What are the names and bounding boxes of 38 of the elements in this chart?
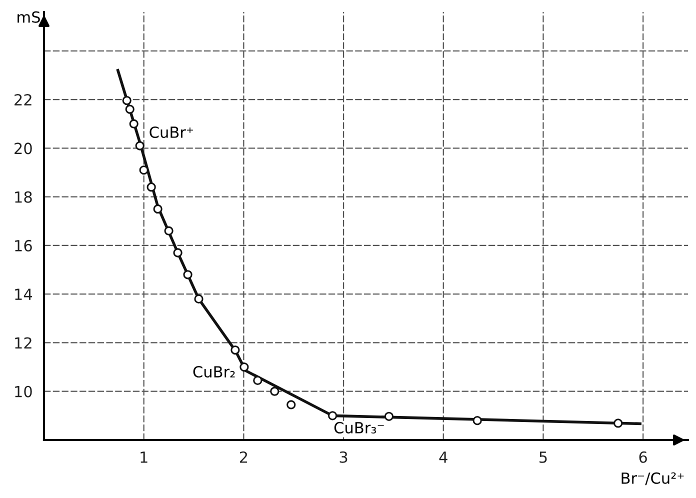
y-tick-label: 14 bbox=[15, 288, 32, 300]
point bbox=[153, 204, 162, 214]
y-tick-label: 18 bbox=[15, 191, 32, 203]
annotation: CuBr₂ bbox=[193, 366, 235, 378]
point bbox=[253, 376, 262, 385]
annotation: CuBr₃⁻ bbox=[334, 422, 384, 434]
x-tick-label: 1 bbox=[140, 452, 148, 463]
y-axis-title: mS bbox=[18, 11, 40, 23]
point bbox=[614, 418, 623, 428]
x-tick-label: 4 bbox=[439, 452, 448, 463]
point bbox=[270, 386, 280, 396]
point bbox=[146, 182, 156, 192]
annotation: CuBr⁺ bbox=[150, 126, 193, 138]
point bbox=[194, 294, 204, 304]
point bbox=[139, 166, 148, 175]
point bbox=[129, 119, 138, 128]
point bbox=[384, 412, 394, 421]
y-tick-label: 20 bbox=[14, 142, 32, 154]
point bbox=[240, 362, 249, 372]
y-tick-label: 10 bbox=[15, 386, 32, 398]
x-tick-label: 2 bbox=[240, 451, 248, 463]
point bbox=[135, 141, 144, 150]
point bbox=[125, 104, 134, 114]
x-tick-label: 6 bbox=[639, 451, 647, 463]
point bbox=[164, 226, 174, 236]
point bbox=[183, 270, 192, 280]
point bbox=[230, 345, 240, 355]
point bbox=[173, 248, 182, 258]
point bbox=[328, 411, 338, 420]
point bbox=[286, 400, 296, 410]
x-tick-label: 5 bbox=[540, 452, 547, 463]
x-axis-title: Br⁻/Cu²⁺ bbox=[622, 472, 684, 486]
x-tick-label: 3 bbox=[340, 451, 348, 463]
point bbox=[472, 416, 482, 426]
y-tick-label: 12 bbox=[15, 337, 32, 349]
point bbox=[122, 96, 132, 106]
y-tick-label: 16 bbox=[15, 240, 32, 252]
y-tick-label: 22 bbox=[14, 94, 32, 106]
